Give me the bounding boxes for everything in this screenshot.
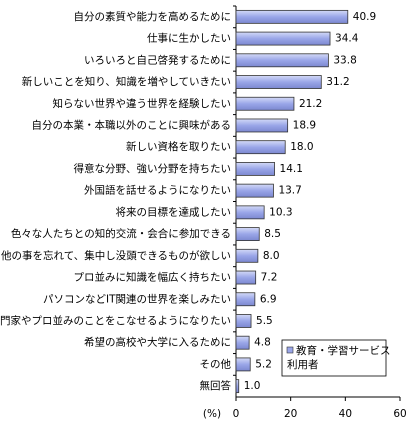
y-tick-label: 希望の高校や大学に入るために (84, 336, 231, 349)
value-label: 7.2 (261, 272, 278, 284)
legend-box (281, 339, 387, 377)
value-label: 8.0 (263, 250, 280, 262)
bar (235, 335, 250, 350)
x-axis-label: (%) (203, 408, 221, 420)
bar (235, 118, 289, 133)
bar (235, 292, 256, 307)
legend-label: 教育・学習サービス利用者 (287, 344, 391, 371)
value-label: 34.4 (335, 33, 359, 45)
value-label: 4.8 (254, 337, 271, 349)
y-tick-label: 将来の目標を達成したい (116, 205, 232, 218)
value-label: 6.9 (260, 293, 277, 305)
y-tick-label: 得意な分野、強い分野を持ちたい (74, 162, 232, 175)
y-tick-label: 新しい資格を取りたい (126, 140, 231, 153)
x-tick-label: 60 (393, 408, 406, 420)
bar (235, 75, 322, 89)
y-tick-label: 自分の素質や能力を高めるために (74, 10, 232, 23)
y-tick-label: いろいろと自己啓発するために (84, 53, 231, 66)
value-label: 21.2 (299, 98, 322, 110)
y-tick-label: プロ並みに知識を幅広く持ちたい (74, 271, 232, 284)
y-tick-label: 外国語を話せるようになりたい (84, 184, 231, 197)
bar (235, 227, 260, 241)
bar (235, 270, 257, 285)
y-tick-label: 仕事に生かしたい (147, 32, 231, 45)
value-label: 10.3 (269, 206, 292, 218)
y-tick-label: 無回答 (200, 379, 232, 392)
y-tick-label: 自分の本業・本職以外のことに興味がある (32, 118, 232, 131)
legend-swatch (286, 346, 294, 354)
y-tick-label: 他の事を忘れて、集中し没頭できるものが欲しい (1, 249, 231, 262)
value-label: 40.9 (353, 11, 376, 23)
x-tick-label: 20 (284, 408, 297, 420)
bar (235, 183, 274, 198)
value-label: 5.5 (256, 315, 273, 327)
value-label: 18.0 (290, 141, 313, 153)
y-tick-label: 新しいことを知り、知識を増やしていきたい (22, 75, 231, 88)
x-tick-label: 0 (233, 408, 240, 420)
value-label: 18.9 (293, 119, 316, 131)
value-label: 31.2 (326, 76, 349, 88)
value-label: 5.2 (255, 358, 272, 370)
y-tick-label: パソコンなどIT関連の世界を楽しみたい (43, 292, 231, 305)
x-tick-label: 40 (339, 408, 352, 420)
bar (235, 314, 252, 328)
bar (235, 162, 275, 176)
y-tick-label: 知らない世界や違う世界を経験したい (53, 97, 232, 110)
bar (235, 9, 349, 24)
y-tick-label: 色々な人たちとの知的交流・会合に参加できる (11, 227, 231, 240)
y-tick-label: 専門家やプロ並みのことをこなせるようになりたい (0, 314, 231, 327)
value-label: 1.0 (244, 380, 261, 392)
value-label: 14.1 (280, 163, 303, 175)
bar (235, 379, 240, 394)
bar (235, 248, 259, 263)
bar (235, 31, 331, 46)
bar (235, 357, 251, 372)
bar (235, 53, 329, 68)
y-tick-label: その他 (200, 357, 232, 370)
value-label: 33.8 (333, 54, 356, 66)
bar (235, 205, 265, 220)
value-label: 8.5 (264, 228, 281, 240)
bar (235, 96, 295, 111)
value-label: 13.7 (278, 185, 301, 197)
bar (235, 140, 286, 155)
